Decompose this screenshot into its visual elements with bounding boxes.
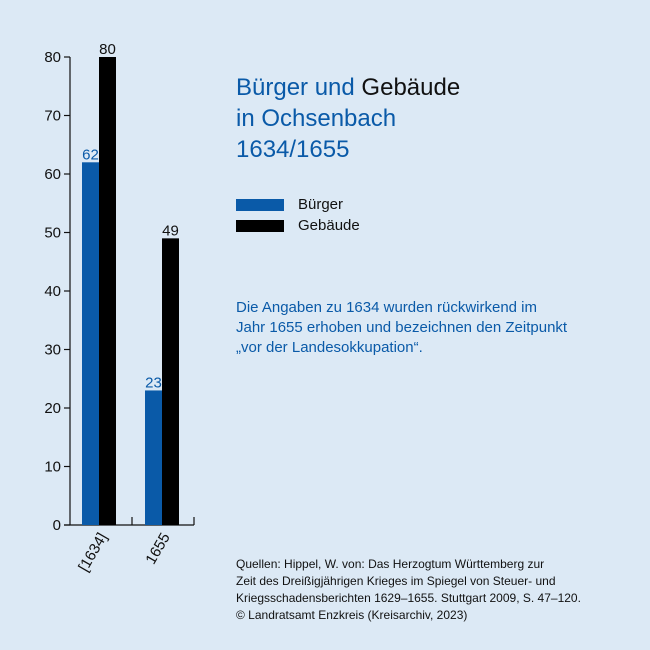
title-line-2: in Ochsenbach [236, 105, 397, 132]
legend-item-gebaeude: Gebäude [236, 215, 360, 236]
y-tick-label: 50 [44, 225, 61, 242]
y-tick-label: 40 [44, 283, 61, 300]
y-tick-label: 10 [44, 459, 61, 476]
title-line-1: Bürger und Gebäude [236, 72, 460, 103]
sources-text: Quellen: Hippel, W. von: Das Herzogtum W… [236, 556, 636, 624]
sources-line-3: Kriegsschadensberichten 1629–1655. Stutt… [236, 591, 581, 605]
data-label: 80 [99, 41, 116, 58]
x-tick-label: 1655 [142, 530, 173, 567]
bar-gebaeude [162, 238, 179, 525]
x-tick-label: [1634] [75, 530, 111, 575]
chart-title: Bürger und Gebäude in Ochsenbach 1634/16… [236, 72, 460, 165]
bar-buerger [145, 390, 162, 525]
title-buerger: Bürger und [236, 74, 355, 101]
y-tick-label: 70 [44, 108, 61, 125]
legend-label-gebaeude: Gebäude [298, 217, 360, 234]
note-line-2: Jahr 1655 erhoben und bezeichnen den Zei… [236, 319, 568, 336]
legend-swatch-buerger [236, 198, 284, 211]
legend-label-buerger: Bürger [298, 196, 344, 213]
note-line-3: „vor der Landesokkupation“. [236, 339, 423, 356]
y-tick-label: 60 [44, 166, 61, 183]
y-tick-label: 0 [53, 517, 61, 534]
data-label: 23 [145, 374, 162, 391]
data-label: 62 [82, 146, 99, 163]
bar-buerger [82, 162, 99, 526]
legend-item-buerger: Bürger [236, 194, 360, 215]
legend: Bürger Gebäude [236, 194, 360, 236]
data-label: 49 [162, 222, 179, 239]
copyright: © Landratsamt Enzkreis (Kreisarchiv, 202… [236, 608, 468, 622]
y-tick-label: 80 [44, 49, 61, 66]
sources-line-2: Zeit des Dreißigjährigen Krieges im Spie… [236, 574, 556, 588]
title-gebaeude: Gebäude [361, 74, 461, 101]
y-tick-label: 20 [44, 400, 61, 417]
title-line-3: 1634/1655 [236, 136, 350, 163]
legend-swatch-gebaeude [236, 219, 284, 232]
note-text: Die Angaben zu 1634 wurden rückwirkend i… [236, 298, 636, 358]
bar-gebaeude [99, 57, 116, 525]
y-tick-label: 30 [44, 342, 61, 359]
sources-line-1: Quellen: Hippel, W. von: Das Herzogtum W… [236, 557, 545, 571]
note-line-1: Die Angaben zu 1634 wurden rückwirkend i… [236, 299, 538, 316]
